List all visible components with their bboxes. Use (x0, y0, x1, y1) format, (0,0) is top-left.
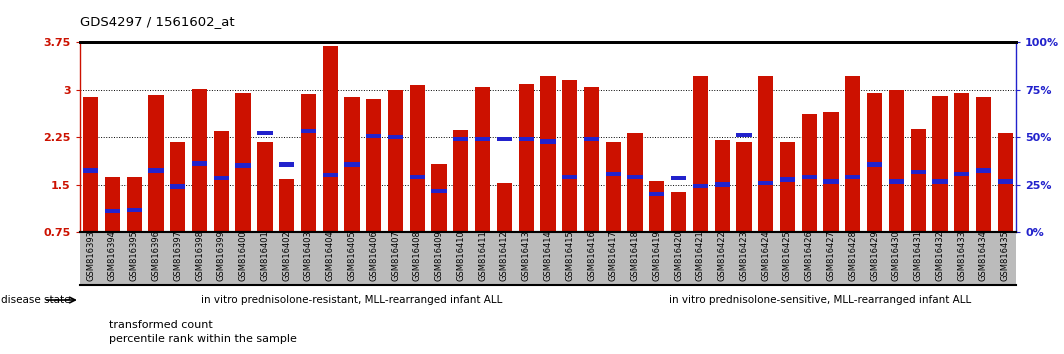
Bar (148, 95, 164, 232)
Bar (475, 137, 491, 141)
Bar (715, 140, 730, 232)
Bar (214, 131, 229, 232)
Bar (541, 76, 555, 232)
Bar (192, 161, 207, 166)
Bar (605, 172, 621, 176)
Bar (301, 129, 316, 133)
Text: transformed count: transformed count (109, 320, 213, 330)
Bar (127, 177, 142, 232)
Bar (257, 131, 272, 135)
Bar (322, 173, 338, 177)
Bar (932, 96, 948, 232)
Text: GDS4297 / 1561602_at: GDS4297 / 1561602_at (80, 15, 234, 28)
Bar (584, 137, 599, 141)
Bar (562, 175, 578, 179)
Bar (845, 175, 861, 179)
Bar (432, 189, 447, 193)
Bar (279, 179, 295, 232)
Bar (888, 179, 904, 184)
Bar (649, 192, 664, 196)
Bar (976, 169, 991, 173)
Bar (824, 179, 838, 184)
Bar (366, 99, 381, 232)
Bar (693, 184, 708, 188)
Bar (758, 181, 774, 185)
Bar (780, 177, 795, 182)
Bar (954, 93, 969, 232)
Bar (497, 183, 512, 232)
Bar (83, 97, 98, 232)
Bar (235, 164, 251, 168)
Bar (410, 175, 425, 179)
Bar (170, 184, 185, 189)
Bar (410, 85, 425, 232)
Text: in vitro prednisolone-resistant, MLL-rearranged infant ALL: in vitro prednisolone-resistant, MLL-rea… (201, 295, 502, 305)
Bar (736, 133, 751, 137)
Bar (824, 112, 838, 232)
Bar (301, 94, 316, 232)
Bar (279, 162, 295, 166)
Bar (235, 93, 251, 232)
Bar (105, 177, 120, 232)
Bar (845, 76, 861, 232)
Bar (322, 46, 338, 232)
Bar (148, 169, 164, 173)
Bar (127, 207, 142, 212)
Bar (888, 90, 904, 232)
Bar (758, 76, 774, 232)
Bar (453, 130, 468, 232)
Bar (541, 139, 555, 144)
Bar (584, 87, 599, 232)
Bar (170, 142, 185, 232)
Bar (518, 137, 534, 141)
Bar (649, 181, 664, 232)
Bar (453, 137, 468, 141)
Bar (780, 142, 795, 232)
Bar (345, 162, 360, 166)
Bar (366, 134, 381, 138)
Bar (475, 87, 491, 232)
Bar (911, 129, 926, 232)
Bar (954, 172, 969, 176)
Bar (976, 97, 991, 232)
Bar (998, 133, 1013, 232)
Bar (801, 175, 817, 179)
Bar (867, 162, 882, 166)
Bar (867, 93, 882, 232)
Bar (628, 175, 643, 179)
Bar (671, 176, 686, 181)
Bar (257, 142, 272, 232)
Bar (801, 114, 817, 232)
Bar (432, 164, 447, 232)
Text: percentile rank within the sample: percentile rank within the sample (109, 334, 297, 344)
Bar (345, 97, 360, 232)
Text: in vitro prednisolone-sensitive, MLL-rearranged infant ALL: in vitro prednisolone-sensitive, MLL-rea… (669, 295, 971, 305)
Bar (911, 170, 926, 174)
Bar (628, 133, 643, 232)
Bar (497, 137, 512, 141)
Bar (693, 76, 708, 232)
Bar (998, 179, 1013, 184)
Bar (518, 84, 534, 232)
Bar (192, 88, 207, 232)
Bar (105, 209, 120, 213)
Bar (83, 169, 98, 173)
Bar (562, 80, 578, 232)
Bar (932, 179, 948, 184)
Bar (605, 142, 621, 232)
Bar (736, 142, 751, 232)
Bar (214, 176, 229, 181)
Bar (388, 135, 403, 139)
Text: disease state: disease state (1, 295, 70, 305)
Bar (388, 91, 403, 232)
Bar (715, 182, 730, 187)
Bar (671, 192, 686, 232)
